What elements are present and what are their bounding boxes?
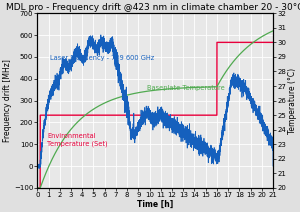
Text: Laser Frequency - 709 600 GHz: Laser Frequency - 709 600 GHz <box>50 55 154 61</box>
X-axis label: Time [h]: Time [h] <box>137 199 173 209</box>
Title: MDL pro - Frequency drift @423 nm in climate chamber 20 - 30°C: MDL pro - Frequency drift @423 nm in cli… <box>6 3 300 13</box>
Y-axis label: Frequency drift [MHz]: Frequency drift [MHz] <box>4 59 13 142</box>
Text: Environmental
Temperature (Set): Environmental Temperature (Set) <box>47 133 108 147</box>
Y-axis label: Temperature (°C): Temperature (°C) <box>287 68 296 134</box>
Text: Baseplate Temperature: Baseplate Temperature <box>147 85 225 91</box>
